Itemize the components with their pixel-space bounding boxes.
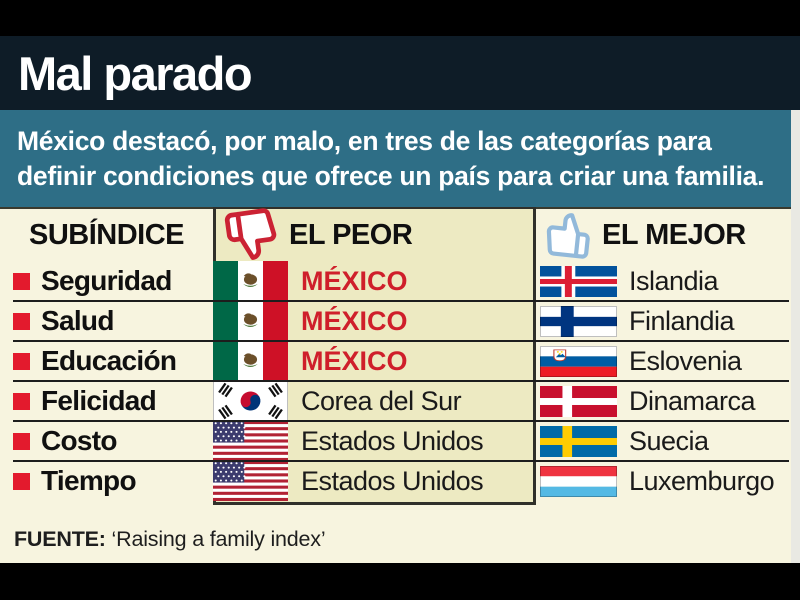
header-cell-best: EL MEJOR xyxy=(536,209,791,261)
red-square-bullet-icon xyxy=(13,472,30,490)
subindex-cell: Costo xyxy=(0,421,213,461)
worst-cell: MÉXICO xyxy=(213,301,536,341)
red-square-bullet-icon xyxy=(13,432,30,450)
worst-country-label: Corea del Sur xyxy=(301,385,462,416)
subindex-label: Tiempo xyxy=(41,465,137,496)
best-country-label: Suecia xyxy=(629,425,709,456)
subindex-cell: Salud xyxy=(0,301,213,341)
red-square-bullet-icon xyxy=(13,392,30,410)
subtitle-line-2: definir condiciones que ofrece un país p… xyxy=(17,160,765,191)
worst-cell: MÉXICO xyxy=(213,341,536,381)
table-row: Tiempo Estados Unidos Luxemburgo xyxy=(0,461,791,501)
subindex-label: Felicidad xyxy=(41,385,157,416)
usa-flag xyxy=(213,461,288,501)
worst-cell: Estados Unidos xyxy=(213,461,536,501)
best-country-label: Finlandia xyxy=(629,305,735,336)
subindex-label: Seguridad xyxy=(41,265,172,296)
slovenia-flag xyxy=(540,345,617,377)
thumbs-down-icon xyxy=(224,208,279,262)
source-label: FUENTE: xyxy=(14,527,106,551)
best-cell: Finlandia xyxy=(536,301,791,341)
table-rows: Seguridad MÉXICO Islandia Salud MÉXICO xyxy=(0,261,791,501)
subindex-cell: Felicidad xyxy=(0,381,213,421)
source-line: FUENTE: ‘Raising a family index’ xyxy=(14,527,326,552)
thumbs-up-icon xyxy=(544,211,592,259)
best-cell: Suecia xyxy=(536,421,791,461)
best-country-label: Luxemburgo xyxy=(629,465,775,496)
best-cell: Islandia xyxy=(536,261,791,301)
red-square-bullet-icon xyxy=(13,272,30,290)
usa-flag xyxy=(213,421,288,461)
best-country-label: Dinamarca xyxy=(629,385,756,416)
sweden-flag xyxy=(540,425,617,457)
ranking-table: SUBÍNDICE EL PEOR EL MEJOR Seguridad xyxy=(0,207,791,563)
best-header-label: EL MEJOR xyxy=(602,218,746,251)
worst-country-label: Estados Unidos xyxy=(301,425,484,456)
title-bar: Mal parado xyxy=(0,36,800,110)
best-cell: Luxemburgo xyxy=(536,461,791,501)
subtitle-line-1: México destacó, por malo, en tres de las… xyxy=(17,125,712,156)
iceland-flag xyxy=(540,265,617,297)
subindex-cell: Tiempo xyxy=(0,461,213,501)
subindex-header-label: SUBÍNDICE xyxy=(28,218,185,251)
worst-country-label: Estados Unidos xyxy=(301,465,484,496)
table-row: Felicidad Corea del Sur Dinamarca xyxy=(0,381,791,422)
header-cell-worst: EL PEOR xyxy=(213,208,536,262)
subindex-cell: Seguridad xyxy=(0,261,213,301)
mexico-flag xyxy=(213,341,288,381)
denmark-flag xyxy=(540,385,617,417)
best-cell: Dinamarca xyxy=(536,381,791,421)
table-row: Seguridad MÉXICO Islandia xyxy=(0,261,791,302)
worst-country-label: MÉXICO xyxy=(301,305,408,336)
table-row: Costo Estados Unidos Suecia xyxy=(0,421,791,462)
best-country-label: Islandia xyxy=(629,265,719,296)
subindex-label: Costo xyxy=(41,425,118,456)
header-cell-subindex: SUBÍNDICE xyxy=(0,209,213,261)
worst-header-label: EL PEOR xyxy=(289,218,413,251)
red-square-bullet-icon xyxy=(13,312,30,330)
subindex-cell: Educación xyxy=(0,341,213,381)
table-header-row: SUBÍNDICE EL PEOR EL MEJOR xyxy=(0,208,791,262)
page-title: Mal parado xyxy=(18,46,253,100)
south-korea-flag xyxy=(213,381,288,421)
right-edge-strip xyxy=(791,110,800,563)
worst-cell: Estados Unidos xyxy=(213,421,536,461)
finland-flag xyxy=(540,305,617,337)
subindex-label: Salud xyxy=(41,305,114,336)
red-square-bullet-icon xyxy=(13,352,30,370)
subindex-label: Educación xyxy=(41,345,177,376)
worst-cell: MÉXICO xyxy=(213,261,536,301)
best-cell: Eslovenia xyxy=(536,341,791,381)
table-row: Educación MÉXICO Eslovenia xyxy=(0,341,791,382)
luxembourg-flag xyxy=(540,465,617,497)
worst-country-label: MÉXICO xyxy=(301,265,408,296)
worst-cell: Corea del Sur xyxy=(213,381,536,421)
mexico-flag xyxy=(213,261,288,301)
source-text: ‘Raising a family index’ xyxy=(111,527,326,551)
worst-country-label: MÉXICO xyxy=(301,345,408,376)
best-country-label: Eslovenia xyxy=(629,345,742,376)
subtitle-band: México destacó, por malo, en tres de las… xyxy=(0,110,791,207)
mexico-flag xyxy=(213,301,288,341)
table-row: Salud MÉXICO Finlandia xyxy=(0,301,791,342)
